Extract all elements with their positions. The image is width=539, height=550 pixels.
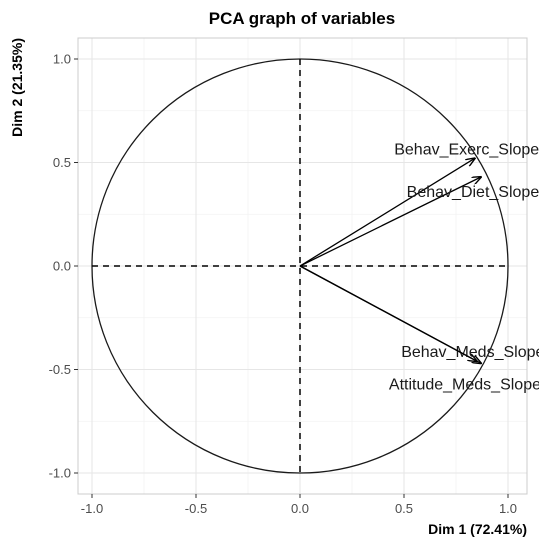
vector-label-behav-meds-slope: Behav_Meds_Slope	[401, 344, 539, 361]
vector-label-behav-diet-slope: Behav_Diet_Slope	[407, 184, 539, 201]
y-tick-label: -0.5	[49, 362, 71, 377]
x-tick-label: 0.5	[395, 501, 413, 516]
y-tick-label: 0.0	[53, 259, 71, 274]
x-tick-label: 0.0	[291, 501, 309, 516]
y-tick-label: 0.5	[53, 155, 71, 170]
vectors: Behav_Exerc_Slope Behav_Diet_Slope Behav_M…	[299, 141, 539, 393]
y-axis-title: Dim 2 (21.35%)	[9, 38, 25, 137]
chart-title: PCA graph of variables	[209, 9, 395, 28]
vector-label-attitude-meds-slope: Attitude_Meds_Slope	[389, 376, 539, 393]
x-axis-ticks: -1.0 -0.5 0.0 0.5 1.0	[81, 494, 517, 516]
y-tick-label: 1.0	[53, 52, 71, 67]
vector-arrow-behav-diet-slope	[299, 177, 481, 267]
x-tick-label: -0.5	[185, 501, 207, 516]
zero-lines	[92, 59, 508, 473]
x-tick-label: -1.0	[81, 501, 103, 516]
vector-label-behav-exerc-slope: Behav_Exerc_Slope	[394, 141, 539, 158]
vector-arrow-attitude-meds-slope	[299, 265, 481, 363]
x-tick-label: 1.0	[499, 501, 517, 516]
vector-arrow-behav-exerc-slope	[299, 158, 475, 267]
x-axis-title: Dim 1 (72.41%)	[428, 521, 527, 537]
y-axis-ticks: -1.0 -0.5 0.0 0.5 1.0	[49, 52, 78, 481]
y-tick-label: -1.0	[49, 466, 71, 481]
